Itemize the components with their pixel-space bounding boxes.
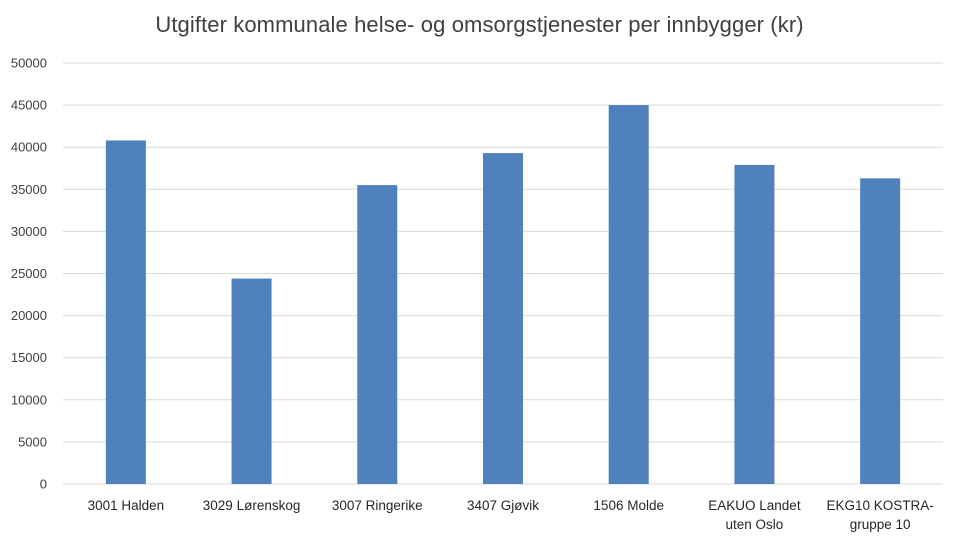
y-tick-label: 35000 [11,182,47,197]
y-tick-label: 10000 [11,392,47,407]
x-category-label: 1506 Molde [593,498,664,513]
x-category-label: 3407 Gjøvik [467,498,539,513]
x-axis-categories: 3001 Halden 3029 Lørenskog 3007 Ringerike 3… [88,498,934,532]
y-tick-label: 20000 [11,308,47,323]
bar [483,153,523,484]
bar [608,105,649,484]
x-category-label: EAKUO Landet [708,498,801,513]
x-category-label: 3007 Ringerike [332,498,423,513]
x-category-label: 3001 Halden [88,498,165,513]
bars [105,105,901,485]
y-tick-label: 15000 [11,350,47,365]
bar [860,178,901,484]
x-category-label: gruppe 10 [850,517,911,532]
y-tick-label: 50000 [11,56,47,71]
y-tick-label: 5000 [18,434,47,449]
y-tick-label: 25000 [11,266,47,281]
y-tick-label: 40000 [11,140,47,155]
y-axis-ticks: 0 5000 10000 15000 20000 25000 30000 35000 40000… [11,56,47,492]
y-tick-label: 30000 [11,224,47,239]
x-category-label: EKG10 KOSTRA- [826,498,933,513]
x-category-label: 3029 Lørenskog [203,498,301,513]
bar [734,164,775,484]
y-tick-label: 45000 [11,98,47,113]
bar [231,278,272,484]
chart-title: Utgifter kommunale helse- og omsorgstjen… [155,12,804,37]
bar [357,185,398,484]
y-tick-label: 0 [40,477,47,492]
x-category-label: uten Oslo [726,517,784,532]
bar [105,140,146,485]
